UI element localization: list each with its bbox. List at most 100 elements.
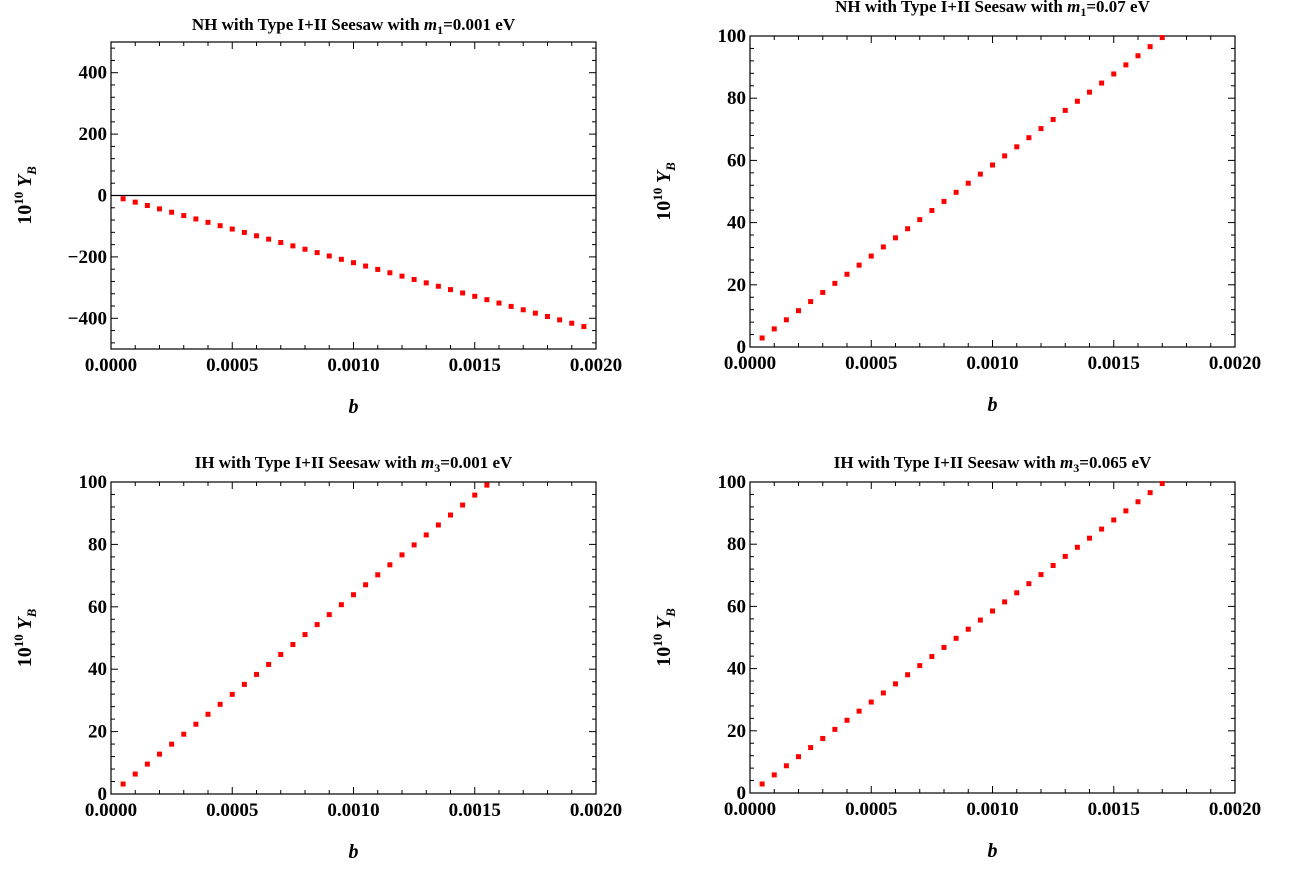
data-point [423,280,429,286]
data-point [1099,526,1105,532]
plot-frame [749,35,1236,348]
data-point [929,208,935,214]
data-point [411,277,417,283]
chart-panel-3: 0.0000 0.0005 0.0010 0.0015 0.0020 0 20 40 60 80 1… [11,453,622,863]
data-point [217,223,223,229]
x-tick-label: 0.0015 [449,800,501,821]
data-point [387,562,393,568]
x-tick-label: 0.0015 [1088,799,1140,820]
x-tick-label: 0.0000 [85,800,137,821]
y-tick-label: 0 [98,186,108,207]
x-tick-label: 0.0015 [1088,353,1140,374]
data-point [1062,553,1068,559]
data-point [1111,71,1117,77]
data-point [953,635,959,641]
data-point [241,681,247,687]
data-point [1050,116,1056,122]
plot-frame [110,481,597,795]
x-tick-label: 0.0005 [206,355,258,376]
data-point [484,482,490,488]
data-point [771,326,777,332]
data-point [1002,599,1008,605]
y-tick-label: 60 [88,597,107,618]
chart-title: NH with Type I+II Seesaw with m1=0.07 eV [835,0,1150,19]
data-point [820,735,826,741]
data-point [1026,581,1032,587]
data-point [905,226,911,232]
data-point [832,726,838,732]
y-tick-label: 100 [718,26,747,47]
data-point [254,671,259,677]
x-tick-label: 0.0000 [85,355,137,376]
chart-title: NH with Type I+II Seesaw with m1=0.001 e… [192,15,516,37]
y-axis-label: 1010 YB [11,608,39,667]
data-point [808,745,814,751]
data-point [977,171,983,177]
y-tick-label: 100 [718,472,747,493]
data-point [193,216,199,222]
data-point [1074,544,1080,550]
data-point [144,761,150,767]
data-point [266,661,272,667]
x-axis-label: b [349,396,359,418]
data-point [965,180,971,186]
data-point [783,317,789,323]
y-tick-label: 20 [727,275,746,296]
x-axis-label: b [349,841,359,863]
data-point [569,320,575,326]
data-point [893,681,898,687]
data-point [411,542,417,548]
data-point [1087,535,1092,541]
data-point [229,226,235,232]
data-point [132,771,138,777]
data-point [929,654,935,660]
data-point [953,189,959,195]
data-point [1026,135,1032,141]
data-point [460,290,466,296]
data-point [120,781,126,787]
y-tick-label: 80 [727,534,746,555]
x-tick-label: 0.0020 [570,800,622,821]
data-point [435,283,441,289]
data-point [759,781,765,787]
data-point [868,699,874,705]
data-point [266,236,272,242]
x-tick-label: 0.0020 [1209,799,1261,820]
chart-panel-2: 0.0000 0.0005 0.0010 0.0015 0.0020 0 20 40 60 80 1… [650,0,1261,416]
data-point [448,287,453,293]
data-point [1002,153,1008,159]
data-point [181,213,187,219]
data-point [399,273,405,279]
data-point [302,632,308,638]
data-point [856,708,862,714]
data-point [771,772,777,778]
data-point [338,256,344,262]
y-tick-label: 40 [727,213,746,234]
data-point [193,721,199,727]
data-point [314,250,320,256]
x-tick-label: 0.0020 [1209,353,1261,374]
data-point [520,307,526,313]
chart-title: IH with Type I+II Seesaw with m3=0.001 e… [195,453,513,475]
y-tick-label: 20 [727,721,746,742]
data-point [157,206,162,212]
plot-frame [749,481,1236,794]
y-tick-label: 400 [79,63,108,84]
data-point [169,741,175,747]
data-point [905,672,911,678]
x-tick-label: 0.0020 [570,355,622,376]
y-tick-label: 100 [79,472,108,493]
data-point [387,270,393,276]
y-tick-label: 20 [88,722,107,743]
data-point [759,335,765,341]
data-point [1038,572,1044,578]
y-axis-label: 1010 YB [11,166,39,225]
data-point [856,262,862,268]
data-point [557,317,563,323]
x-axis-label: b [988,394,998,416]
y-axis-label: 1010 YB [650,162,678,221]
data-point [844,717,850,723]
data-point [990,162,995,168]
data-point [1074,98,1080,104]
